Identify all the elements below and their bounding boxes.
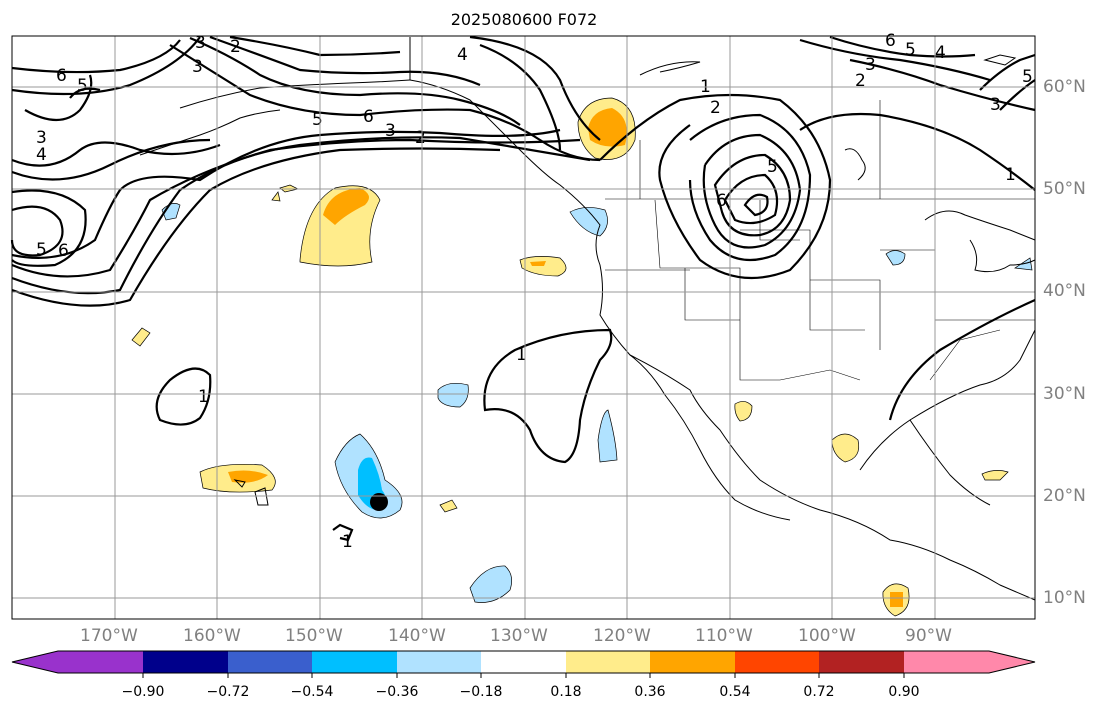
colorbar-tick: −0.36 bbox=[375, 684, 419, 700]
lon-label-110w: 110°W bbox=[695, 626, 753, 646]
lon-label-160w: 160°W bbox=[183, 626, 241, 646]
map-frame bbox=[11, 35, 1036, 620]
svg-text:6: 6 bbox=[363, 107, 374, 127]
svg-text:6: 6 bbox=[885, 31, 896, 51]
colorbar-tick: −0.54 bbox=[290, 684, 334, 700]
lat-label-40n: 40°N bbox=[1043, 281, 1086, 301]
lat-label-60n: 60°N bbox=[1043, 77, 1086, 97]
svg-text:2: 2 bbox=[415, 128, 426, 148]
svg-text:4: 4 bbox=[935, 43, 946, 63]
colorbar-segment bbox=[819, 651, 905, 673]
colorbar-extend-min bbox=[12, 651, 58, 673]
colorbar-tick: 0.54 bbox=[719, 684, 751, 700]
lon-label-100w: 100°W bbox=[798, 626, 856, 646]
svg-text:6: 6 bbox=[58, 241, 69, 261]
svg-text:5: 5 bbox=[1022, 67, 1033, 87]
storm-center-dot bbox=[370, 493, 388, 511]
svg-text:1: 1 bbox=[516, 345, 527, 365]
svg-text:3: 3 bbox=[990, 95, 1001, 115]
coastlines bbox=[139, 37, 1036, 601]
colorbar-segment bbox=[566, 651, 651, 673]
svg-text:3: 3 bbox=[865, 55, 876, 75]
lat-label-10n: 10°N bbox=[1043, 588, 1086, 608]
svg-text:5: 5 bbox=[312, 110, 323, 130]
svg-text:6: 6 bbox=[56, 66, 67, 86]
colorbar-tick: 0.90 bbox=[888, 684, 920, 700]
colorbar-segment bbox=[143, 651, 229, 673]
colorbar-tick: 0.72 bbox=[803, 684, 835, 700]
colorbar-segment bbox=[904, 651, 990, 673]
svg-text:3: 3 bbox=[192, 57, 203, 77]
svg-text:4: 4 bbox=[457, 45, 468, 65]
lon-label-90w: 90°W bbox=[905, 626, 952, 646]
lon-label-120w: 120°W bbox=[593, 626, 651, 646]
colorbar-segment bbox=[481, 651, 567, 673]
graticule bbox=[12, 36, 1035, 619]
colorbar-segment bbox=[228, 651, 313, 673]
lon-label-150w: 150°W bbox=[285, 626, 343, 646]
colorbar-tick: 0.18 bbox=[550, 684, 582, 700]
lat-label-50n: 50°N bbox=[1043, 179, 1086, 199]
svg-text:1: 1 bbox=[198, 387, 209, 407]
svg-text:6: 6 bbox=[716, 191, 727, 211]
lat-label-30n: 30°N bbox=[1043, 384, 1086, 404]
map-title: 2025080600 F072 bbox=[450, 10, 598, 29]
colorbar-tick: −0.72 bbox=[206, 684, 250, 700]
colorbar-tick: 0.36 bbox=[634, 684, 666, 700]
colorbar-segment bbox=[735, 651, 820, 673]
map-background bbox=[12, 36, 1035, 619]
svg-text:5: 5 bbox=[77, 76, 88, 96]
colorbar-outline bbox=[11, 650, 1036, 674]
colorbar-segment bbox=[397, 651, 482, 673]
lon-label-170w: 170°W bbox=[80, 626, 138, 646]
colorbar-extend-max bbox=[989, 651, 1035, 673]
svg-text:5: 5 bbox=[36, 240, 47, 260]
svg-text:3: 3 bbox=[385, 121, 396, 141]
lat-label-20n: 20°N bbox=[1043, 486, 1086, 506]
colorbar-segment bbox=[650, 651, 736, 673]
svg-text:5: 5 bbox=[905, 40, 916, 60]
svg-text:4: 4 bbox=[36, 145, 47, 165]
colorbar-tick: −0.90 bbox=[121, 684, 165, 700]
svg-text:2: 2 bbox=[855, 71, 866, 91]
svg-text:1: 1 bbox=[1005, 165, 1016, 185]
colorbar bbox=[11, 650, 1036, 678]
svg-text:3: 3 bbox=[36, 128, 47, 148]
svg-text:2: 2 bbox=[230, 37, 241, 57]
colorbar-tick: −0.18 bbox=[459, 684, 503, 700]
lon-label-140w: 140°W bbox=[388, 626, 446, 646]
lon-label-130w: 130°W bbox=[490, 626, 548, 646]
svg-text:1: 1 bbox=[342, 532, 353, 552]
svg-text:5: 5 bbox=[767, 157, 778, 177]
svg-text:3: 3 bbox=[195, 33, 206, 53]
contour-labels: 6 5 3 4 5 6 3 2 3 5 6 3 2 4 1 2 5 6 2 3 … bbox=[36, 31, 1033, 552]
svg-text:2: 2 bbox=[710, 98, 721, 118]
colorbar-segment bbox=[58, 651, 144, 673]
colorbar-segment bbox=[312, 651, 398, 673]
